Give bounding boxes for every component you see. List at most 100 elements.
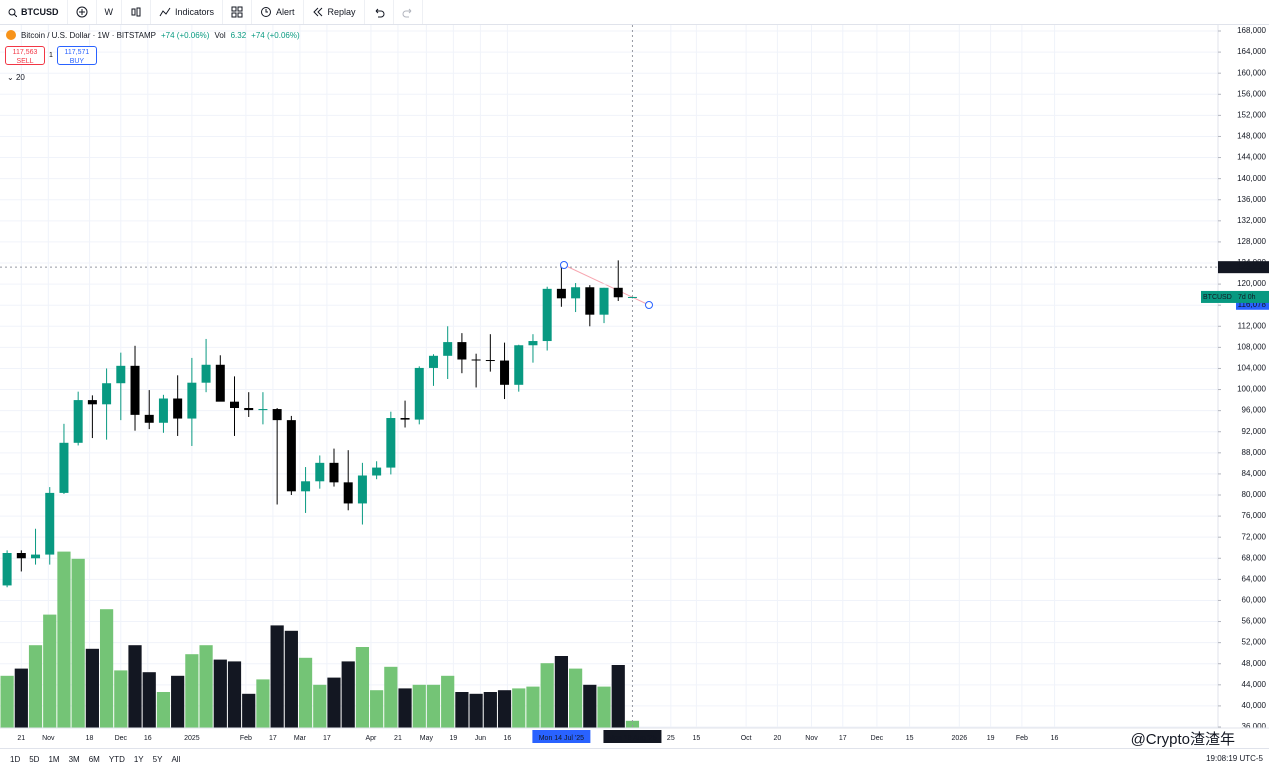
toolbar: BTCUSD W Indicators Alert Replay: [0, 0, 1269, 25]
volume-bar: [327, 677, 341, 728]
y-tick-label: 148,000: [1237, 132, 1266, 141]
buy-button[interactable]: 117,571 BUY: [56, 46, 97, 65]
volume-bar: [483, 692, 497, 728]
x-tick-label: 16: [503, 735, 511, 742]
candle-body: [528, 341, 538, 346]
x-tick-label: 19: [987, 735, 995, 742]
volume-bar: [256, 679, 270, 728]
price-axis: [1218, 25, 1269, 728]
candle-body: [286, 420, 296, 492]
sell-button[interactable]: 117,563 SELL: [5, 46, 45, 65]
redo-icon: [402, 8, 411, 18]
buy-label: BUY: [69, 58, 85, 65]
candle-body: [173, 398, 183, 419]
volume-bar: [57, 551, 71, 728]
redo[interactable]: [394, 0, 423, 24]
y-tick-label: 160,000: [1237, 68, 1266, 77]
candle-body: [187, 382, 197, 419]
y-tick-label: 112,000: [1238, 321, 1267, 330]
replay[interactable]: Replay: [304, 0, 365, 24]
x-tick-label: Mar: [294, 735, 307, 742]
x-tick-label: 2025: [184, 735, 200, 742]
legend: Bitcoin / U.S. Dollar · 1W · BITSTAMP +7…: [6, 30, 300, 40]
buy-price: 117,571: [64, 49, 90, 56]
candle-body: [500, 360, 510, 385]
range-button[interactable]: 1M: [48, 755, 60, 764]
volume-bar: [213, 659, 227, 728]
y-tick-label: 156,000: [1237, 89, 1266, 98]
range-button[interactable]: YTD: [108, 755, 125, 764]
volume-bar: [526, 686, 540, 728]
y-tick-label: 120,000: [1237, 279, 1266, 288]
x-tick-label: 25: [667, 735, 675, 742]
compare[interactable]: [68, 0, 97, 24]
symbol-search[interactable]: BTCUSD: [0, 0, 68, 24]
volume-bar: [99, 609, 114, 728]
x-tick-label: Dec: [871, 735, 884, 742]
volume-bar: [14, 668, 28, 728]
volume-bar: [583, 684, 597, 728]
drawing-line: [563, 264, 650, 306]
symbol: BTCUSD: [21, 7, 59, 17]
volume-bar: [156, 692, 171, 728]
indicators[interactable]: Indicators: [151, 0, 224, 24]
range-button[interactable]: 1D: [10, 755, 21, 764]
y-tick-label: 144,000: [1237, 153, 1266, 162]
candle-body: [272, 409, 282, 421]
layouts[interactable]: [223, 0, 253, 24]
volume-bar: [142, 672, 156, 728]
replay-label: Replay: [327, 7, 356, 17]
drawing-handle: [645, 301, 653, 309]
volume-change: +74 (+0.06%): [251, 30, 300, 40]
candle-body: [215, 364, 225, 402]
candle-body: [343, 482, 353, 504]
y-tick-label: 52,000: [1242, 638, 1267, 647]
volume-value: 6.32: [230, 30, 247, 40]
x-tick-label: 18: [86, 735, 94, 742]
y-tick-label: 36,000: [1242, 722, 1267, 731]
candle-body: [542, 288, 552, 342]
volume-bar: [284, 630, 298, 728]
candle-body: [585, 287, 595, 315]
chart-style[interactable]: [122, 0, 151, 24]
candle-body: [514, 345, 524, 385]
indicator-toggle[interactable]: ⌄ 20: [7, 73, 25, 82]
range-button[interactable]: 5Y: [152, 755, 163, 764]
x-tick-label: Dec: [115, 735, 128, 742]
volume-bar: [85, 648, 99, 728]
candle-body: [116, 365, 126, 384]
indicator-icon: [159, 7, 171, 17]
y-tick-label: 132,000: [1237, 216, 1266, 225]
volume-bar: [355, 647, 370, 728]
range-button[interactable]: 5D: [29, 755, 40, 764]
candle-body: [144, 414, 154, 423]
x-tick-label: 21: [394, 735, 402, 742]
volume-bar: [128, 645, 142, 728]
candle-body: [158, 398, 168, 423]
candle-body: [31, 554, 41, 559]
x-tick-label: Oct: [741, 735, 752, 742]
candle-body: [244, 408, 254, 411]
range-button[interactable]: 3M: [68, 755, 80, 764]
search-icon: [8, 8, 17, 17]
undo[interactable]: [365, 0, 394, 24]
volume-bar: [370, 690, 384, 728]
y-tick-label: 168,000: [1237, 26, 1266, 35]
y-tick-label: 68,000: [1242, 553, 1267, 562]
alert[interactable]: Alert: [252, 0, 304, 24]
volume-bar: [313, 684, 327, 728]
range-button[interactable]: 6M: [88, 755, 100, 764]
range-button[interactable]: 1Y: [133, 755, 144, 764]
volume-bar: [412, 684, 426, 728]
x-tick-label: 20: [774, 735, 782, 742]
volume-bar: [298, 657, 313, 728]
candle-body: [59, 442, 69, 493]
y-tick-label: 44,000: [1242, 680, 1267, 689]
candle-body: [457, 342, 467, 360]
range-button[interactable]: All: [171, 755, 181, 764]
volume-bar: [540, 663, 554, 728]
interval[interactable]: W: [97, 0, 122, 24]
candle-body: [258, 409, 268, 411]
alarm-icon: [261, 7, 272, 17]
drawing-handle: [560, 261, 568, 269]
